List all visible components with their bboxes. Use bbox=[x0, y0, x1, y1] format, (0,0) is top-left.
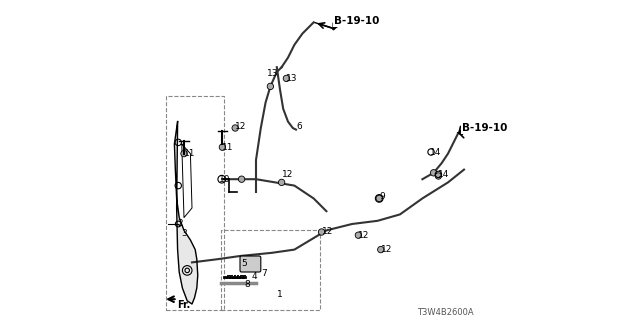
Circle shape bbox=[181, 150, 187, 157]
Circle shape bbox=[435, 173, 442, 179]
Text: 11: 11 bbox=[184, 149, 195, 158]
Text: 14: 14 bbox=[438, 170, 450, 179]
Circle shape bbox=[278, 179, 285, 186]
Text: 12: 12 bbox=[236, 122, 246, 131]
Text: 12: 12 bbox=[358, 231, 370, 240]
Text: Fr.: Fr. bbox=[178, 300, 191, 310]
Text: 13: 13 bbox=[268, 69, 278, 78]
Text: 8: 8 bbox=[245, 280, 250, 289]
Text: 9: 9 bbox=[380, 192, 385, 201]
Text: 12: 12 bbox=[381, 245, 392, 254]
Text: 6: 6 bbox=[296, 122, 301, 131]
Circle shape bbox=[283, 75, 289, 82]
Text: T3W4B2600A: T3W4B2600A bbox=[417, 308, 474, 317]
Text: 12: 12 bbox=[322, 228, 333, 236]
FancyBboxPatch shape bbox=[240, 256, 261, 272]
Circle shape bbox=[238, 176, 244, 182]
Circle shape bbox=[268, 83, 274, 90]
Circle shape bbox=[378, 246, 384, 253]
Text: 12: 12 bbox=[282, 170, 293, 179]
Circle shape bbox=[376, 195, 383, 202]
Text: 3: 3 bbox=[181, 229, 186, 238]
Text: 5: 5 bbox=[242, 260, 247, 268]
Circle shape bbox=[355, 232, 362, 238]
Text: 4: 4 bbox=[251, 272, 257, 281]
Circle shape bbox=[219, 144, 226, 150]
Polygon shape bbox=[174, 122, 198, 304]
Text: B-19-10: B-19-10 bbox=[334, 16, 380, 26]
Text: 11: 11 bbox=[223, 143, 234, 152]
Text: 7: 7 bbox=[261, 269, 266, 278]
Text: 10: 10 bbox=[219, 175, 230, 184]
Text: 1: 1 bbox=[277, 290, 282, 299]
Text: 2: 2 bbox=[178, 220, 183, 228]
Text: B-19-10: B-19-10 bbox=[462, 123, 508, 133]
Text: 14: 14 bbox=[430, 148, 442, 156]
Circle shape bbox=[232, 125, 238, 131]
Text: 13: 13 bbox=[287, 74, 298, 83]
Circle shape bbox=[431, 170, 437, 176]
Circle shape bbox=[319, 229, 325, 235]
